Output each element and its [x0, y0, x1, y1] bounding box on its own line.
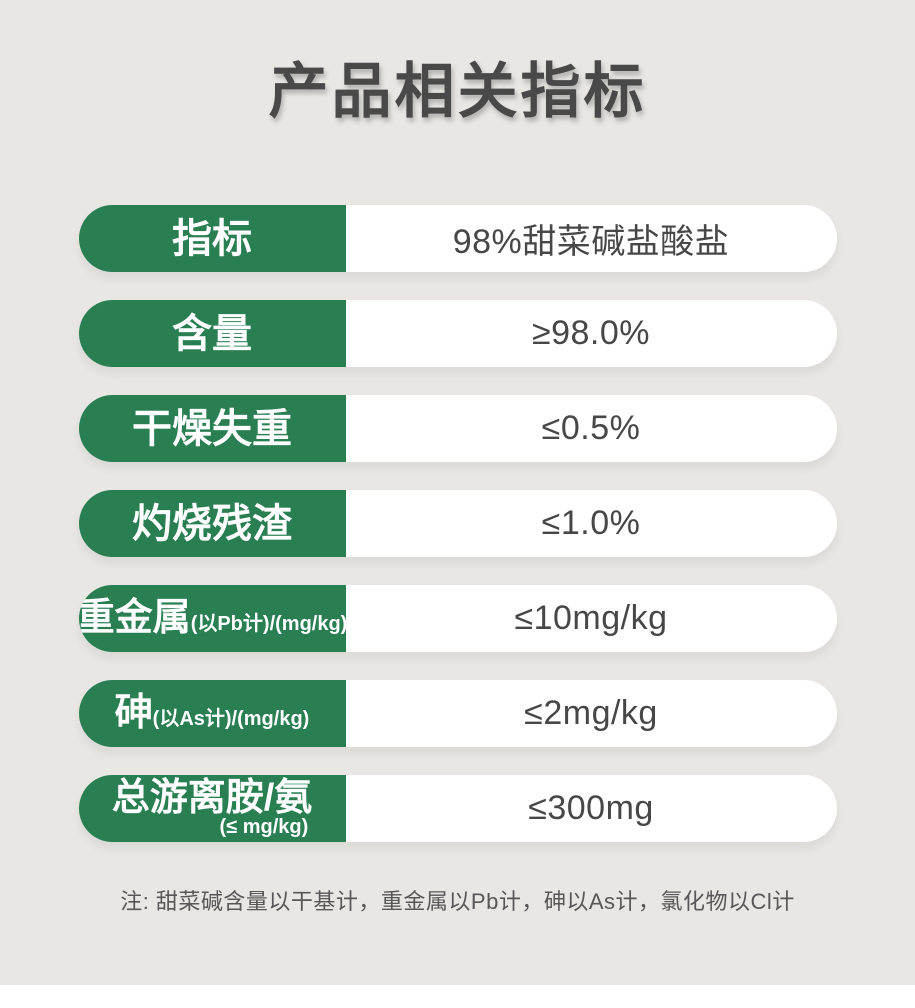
row-label-ignition-residue: 灼烧残渣 [78, 490, 346, 557]
row-value: ≤2mg/kg [345, 680, 837, 747]
row-label-text: 砷 [114, 691, 153, 734]
spec-table: 指标 98%甜菜碱盐酸盐 含量 ≥98.0% 干燥失重 ≤0.5% 灼烧残渣 ≤… [0, 205, 915, 842]
table-row: 指标 98%甜菜碱盐酸盐 [78, 205, 837, 272]
table-row: 砷(以As计)/(mg/kg) ≤2mg/kg [78, 680, 837, 747]
row-label-arsenic: 砷(以As计)/(mg/kg) [78, 680, 346, 747]
row-value: ≤0.5% [345, 395, 837, 462]
table-row: 含量 ≥98.0% [78, 300, 837, 367]
row-label-text: 干燥失重 [132, 406, 292, 451]
table-row: 干燥失重 ≤0.5% [78, 395, 837, 462]
page-title: 产品相关指标 [268, 58, 647, 125]
row-label-subnote: (≤ mg/kg) [219, 816, 309, 839]
row-value: 98%甜菜碱盐酸盐 [345, 205, 837, 272]
row-value: ≥98.0% [345, 300, 837, 367]
row-value: ≤1.0% [345, 490, 837, 557]
row-label-indicator: 指标 [78, 205, 346, 272]
row-label-text: 含量 [172, 311, 252, 356]
table-row: 重金属(以Pb计)/(mg/kg) ≤10mg/kg [78, 585, 837, 652]
row-value: ≤300mg [345, 775, 837, 842]
footnote: 注: 甜菜碱含量以干基计，重金属以Pb计，砷以As计，氯化物以Cl计 [120, 889, 795, 914]
table-row: 总游离胺/氨 (≤ mg/kg) ≤300mg [78, 775, 837, 842]
row-label-loss-on-drying: 干燥失重 [78, 395, 346, 462]
row-label-note: (以Pb计)/(mg/kg) [190, 612, 348, 635]
spec-panel: 产品相关指标 指标 98%甜菜碱盐酸盐 含量 ≥98.0% 干燥失重 ≤0.5%… [0, 0, 915, 985]
row-label-text: 总游离胺/氨 [111, 776, 313, 819]
table-row: 灼烧残渣 ≤1.0% [78, 490, 837, 557]
row-label-text: 指标 [172, 216, 252, 261]
row-label-content: 含量 [78, 300, 346, 367]
row-label-note: (以As计)/(mg/kg) [152, 707, 310, 730]
row-label-heavy-metals: 重金属(以Pb计)/(mg/kg) [78, 585, 348, 652]
row-value: ≤10mg/kg [345, 585, 837, 652]
row-label-text: 重金属 [78, 596, 191, 639]
row-label-free-amine: 总游离胺/氨 (≤ mg/kg) [78, 775, 346, 842]
row-label-text: 灼烧残渣 [132, 501, 292, 546]
